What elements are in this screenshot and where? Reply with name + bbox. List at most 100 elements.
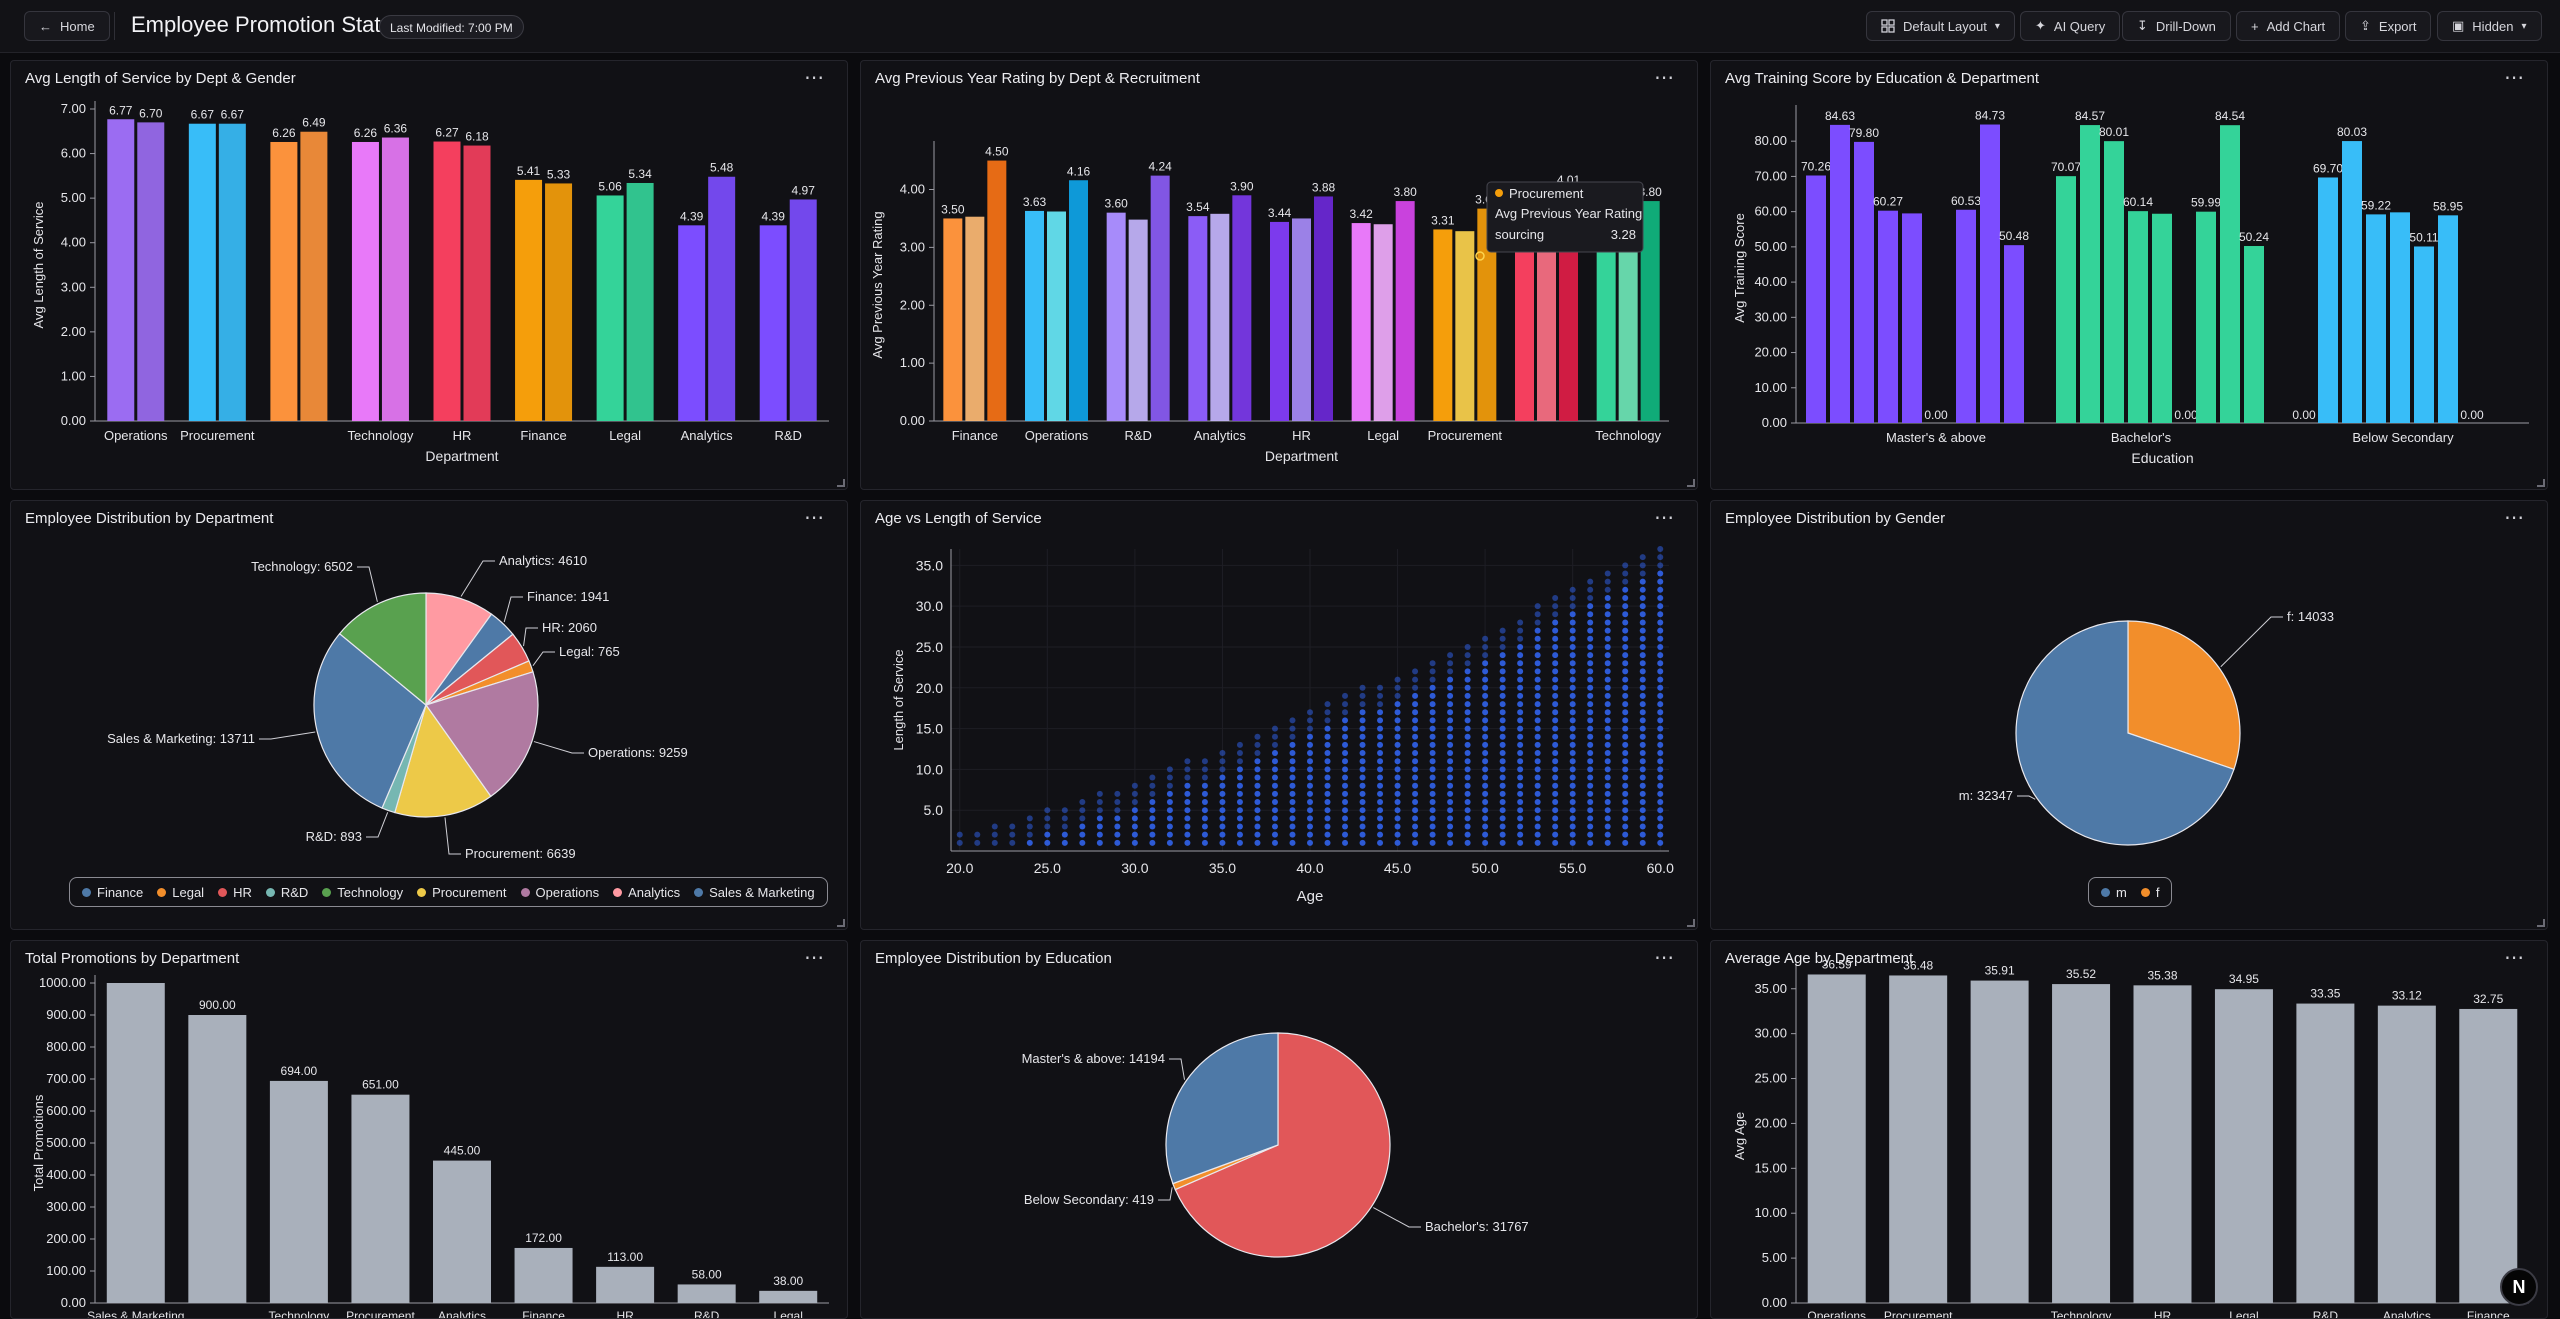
more-options-icon[interactable]: ⋯ bbox=[1654, 67, 1675, 89]
scatter-point bbox=[1079, 823, 1086, 830]
y-tick-label: 30.00 bbox=[1754, 1026, 1787, 1041]
scatter-point bbox=[1639, 643, 1646, 650]
more-options-icon[interactable]: ⋯ bbox=[804, 67, 825, 89]
scatter-point bbox=[1499, 643, 1506, 650]
add-chart-button[interactable]: + Add Chart bbox=[2236, 11, 2341, 41]
legend-item[interactable]: HR bbox=[218, 885, 252, 900]
scatter-point bbox=[1342, 815, 1349, 822]
scatter-point bbox=[1342, 750, 1349, 757]
hidden-dropdown[interactable]: ▣ Hidden ▾ bbox=[2437, 11, 2542, 41]
scatter-point bbox=[1394, 839, 1401, 846]
more-options-icon[interactable]: ⋯ bbox=[2504, 507, 2525, 529]
more-options-icon[interactable]: ⋯ bbox=[1654, 947, 1675, 969]
scatter-point bbox=[1394, 701, 1401, 708]
legend-item[interactable]: Analytics bbox=[613, 885, 680, 900]
scatter-point bbox=[1622, 684, 1629, 691]
legend-item[interactable]: f bbox=[2140, 885, 2159, 900]
scatter-point bbox=[1639, 627, 1646, 634]
scatter-point bbox=[1236, 766, 1243, 773]
scatter-point bbox=[1464, 766, 1471, 773]
scatter-point bbox=[1657, 652, 1664, 659]
y-axis-label: Avg Age bbox=[1732, 1112, 1747, 1160]
legend-item[interactable]: Operations bbox=[520, 885, 599, 900]
scatter-point bbox=[1657, 586, 1664, 593]
more-options-icon[interactable]: ⋯ bbox=[2504, 947, 2525, 969]
data-label: 60.27 bbox=[1873, 195, 1903, 209]
scatter-point bbox=[1639, 660, 1646, 667]
default-layout-dropdown[interactable]: Default Layout ▾ bbox=[1866, 11, 2015, 41]
scatter-point bbox=[1342, 758, 1349, 765]
bar bbox=[1351, 223, 1371, 421]
scatter-point bbox=[1622, 676, 1629, 683]
x-tick-label: 50.0 bbox=[1471, 860, 1498, 876]
scatter-point bbox=[1604, 643, 1611, 650]
more-options-icon[interactable]: ⋯ bbox=[2504, 67, 2525, 89]
resize-handle[interactable] bbox=[837, 919, 845, 927]
bar bbox=[1069, 180, 1088, 421]
scatter-point bbox=[1271, 831, 1278, 838]
bar bbox=[1373, 224, 1393, 421]
resize-handle[interactable] bbox=[1687, 919, 1695, 927]
bar bbox=[137, 122, 165, 421]
legend-item[interactable]: Procurement bbox=[417, 885, 507, 900]
scatter-point bbox=[1534, 782, 1541, 789]
user-avatar[interactable]: N bbox=[2500, 1268, 2538, 1306]
resize-handle[interactable] bbox=[2537, 479, 2545, 487]
drill-down-button[interactable]: ↧ Drill-Down bbox=[2122, 11, 2231, 41]
resize-handle[interactable] bbox=[1687, 479, 1695, 487]
scatter-point bbox=[1201, 774, 1208, 781]
bar bbox=[270, 141, 298, 421]
scatter-point bbox=[1219, 799, 1226, 806]
scatter-point bbox=[1079, 839, 1086, 846]
scatter-point bbox=[1639, 741, 1646, 748]
scatter-point bbox=[1359, 684, 1366, 691]
scatter-point bbox=[1377, 839, 1384, 846]
scatter-point bbox=[1639, 684, 1646, 691]
legend-item[interactable]: Finance bbox=[82, 885, 143, 900]
export-button[interactable]: ⇪ Export bbox=[2345, 11, 2432, 41]
legend-item[interactable]: Technology bbox=[322, 885, 403, 900]
bar bbox=[218, 123, 246, 422]
scatter-point bbox=[1657, 660, 1664, 667]
scatter-point bbox=[1096, 799, 1103, 806]
scatter-point bbox=[1587, 668, 1594, 675]
scatter-point bbox=[1394, 692, 1401, 699]
scatter-point bbox=[1324, 815, 1331, 822]
scatter-point bbox=[1412, 790, 1419, 797]
scatter-point bbox=[1499, 831, 1506, 838]
scatter-point bbox=[1622, 643, 1629, 650]
scatter-point bbox=[1622, 823, 1629, 830]
scatter-point bbox=[1271, 807, 1278, 814]
resize-handle[interactable] bbox=[2537, 919, 2545, 927]
bar bbox=[1806, 175, 1826, 423]
y-tick-label: 0.00 bbox=[900, 413, 925, 428]
ai-query-button[interactable]: ✦ AI Query bbox=[2020, 11, 2121, 41]
scatter-point bbox=[1429, 782, 1436, 789]
x-tick-label: Operations bbox=[104, 428, 168, 443]
scatter-point bbox=[1517, 831, 1524, 838]
legend-item[interactable]: Sales & Marketing bbox=[694, 885, 815, 900]
home-button[interactable]: ← Home bbox=[24, 11, 110, 41]
scatter-point bbox=[1657, 643, 1664, 650]
scatter-point bbox=[1307, 717, 1313, 724]
legend-item[interactable]: Legal bbox=[157, 885, 204, 900]
resize-handle[interactable] bbox=[837, 479, 845, 487]
bar bbox=[2459, 1008, 2518, 1303]
scatter-point bbox=[1447, 717, 1454, 724]
legend-item[interactable]: m bbox=[2101, 885, 2127, 900]
scatter-point bbox=[1482, 676, 1489, 683]
legend-item[interactable]: R&D bbox=[265, 885, 308, 900]
scatter-point bbox=[1639, 733, 1646, 740]
more-options-icon[interactable]: ⋯ bbox=[1654, 507, 1675, 529]
tooltip-line: Avg Previous Year Rating bbox=[1495, 206, 1642, 221]
scatter-point bbox=[1639, 725, 1646, 732]
scatter-point bbox=[1464, 799, 1471, 806]
bar bbox=[515, 179, 543, 421]
scatter-point bbox=[1517, 676, 1524, 683]
more-options-icon[interactable]: ⋯ bbox=[804, 507, 825, 529]
scatter-point bbox=[1219, 831, 1226, 838]
more-options-icon[interactable]: ⋯ bbox=[804, 947, 825, 969]
data-label: 35.52 bbox=[2066, 967, 2096, 981]
scatter-point bbox=[1394, 774, 1401, 781]
scatter-point bbox=[1587, 709, 1594, 716]
